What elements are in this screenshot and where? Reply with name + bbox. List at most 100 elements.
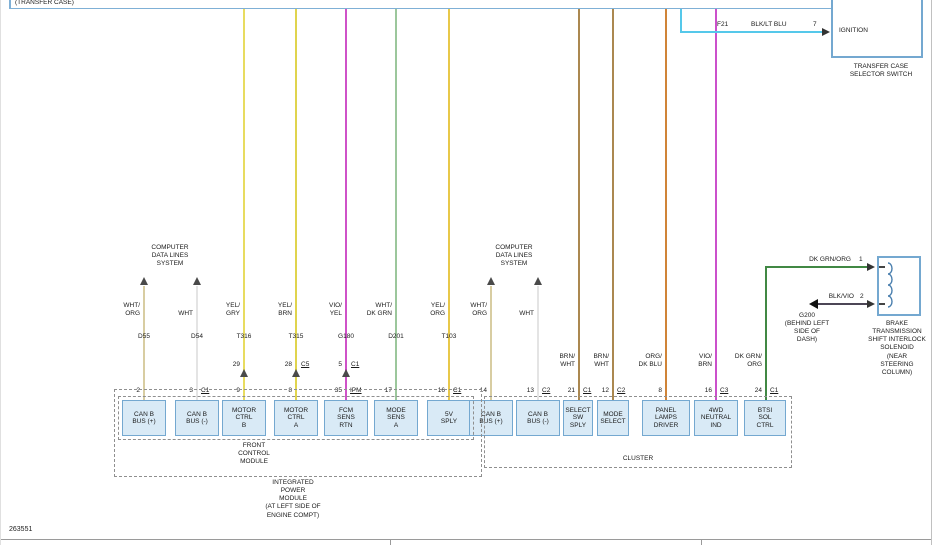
wire-color-label: WHT/ ORG — [123, 302, 140, 318]
transfer-case-box-edge — [9, 0, 11, 9]
wire-line-select-sw — [578, 9, 580, 400]
wire-line-canb-minus — [537, 286, 539, 400]
wire-color-label: YEL/ BRN — [277, 302, 292, 318]
computer-data-lines-label-left: COMPUTER DATA LINES SYSTEM — [151, 244, 189, 268]
connector-label: D201 — [388, 333, 404, 340]
connector-label: T103 — [441, 333, 457, 340]
cell-can-b-bus-minus: CAN B BUS (-) — [175, 400, 219, 436]
wire-color-label: WHT — [178, 310, 193, 317]
pin-label: 1 — [859, 256, 863, 263]
pin-label: 8 — [658, 387, 662, 394]
pin-label: 16 — [437, 387, 445, 394]
connector-label: T316 — [236, 333, 252, 340]
front-control-module-box — [118, 396, 474, 440]
pin-label: 5 — [338, 361, 342, 368]
cell-motor-ctrl-a: MOTOR CTRL A — [274, 400, 318, 436]
bottom-frame-line — [1, 539, 931, 540]
cell-fcm-sens-rtn: FCM SENS RTN — [324, 400, 368, 436]
cell-select-sw-sply: SELECT SW SPLY — [563, 400, 593, 436]
wire-color-label: WHT/ DK GRN — [366, 302, 392, 318]
integrated-power-module-label: INTEGRATED POWER MODULE (AT LEFT SIDE OF… — [265, 479, 321, 519]
wire-color-label: BRN/ WHT — [593, 353, 609, 369]
wire-line-btsi — [765, 267, 767, 400]
pin-label: 35 — [334, 387, 342, 394]
cell-can-b-bus-minus: CAN B BUS (-) — [516, 400, 560, 436]
transfer-case-label: (TRANSFER CASE) — [15, 0, 74, 6]
pin-label: 2 — [136, 387, 140, 394]
wire-line-4wd-neutral — [715, 9, 717, 400]
wire-line-mode-select — [612, 9, 614, 400]
cell-5v-sply: 5V SPLY — [427, 400, 471, 436]
wire-line-t103 — [448, 9, 450, 400]
pin-label: 17 — [384, 387, 392, 394]
ignition-label: IGNITION — [839, 27, 868, 34]
data-line-arrow-icon — [534, 277, 542, 285]
connector-id-label: C1 — [351, 361, 360, 368]
connector-label: D55 — [138, 333, 150, 340]
integrated-power-module-box — [114, 389, 482, 477]
computer-data-lines-label-right: COMPUTER DATA LINES SYSTEM — [495, 244, 533, 268]
wire-line-blk-vio — [818, 303, 868, 305]
wire-line-panel-lamps — [665, 9, 667, 400]
wire-color-label: DK GRN/ ORG — [734, 353, 762, 369]
bottom-frame-tick — [390, 539, 391, 545]
wire-color-label: BLK/VIO — [828, 293, 854, 300]
solenoid-coil-icon — [887, 262, 893, 308]
connector-id-label: C2 — [542, 387, 551, 394]
solenoid-stub — [879, 266, 885, 268]
cluster-label: CLUSTER — [622, 455, 654, 462]
transfer-case-box-bottom — [9, 8, 833, 9]
wire-entry-arrow-icon — [867, 300, 875, 308]
connector-label: D54 — [191, 333, 203, 340]
wire-color-label: VIO/ BRN — [698, 353, 712, 369]
wire-color-label: BRN/ WHT — [559, 353, 575, 369]
wire-color-label: YEL/ GRY — [225, 302, 240, 318]
wire-entry-arrow-icon — [867, 263, 875, 271]
front-control-module-label: FRONT CONTROL MODULE — [238, 442, 270, 466]
pin-label: 28 — [284, 361, 292, 368]
cell-mode-sens-a: MODE SENS A — [374, 400, 418, 436]
pin-label: 7 — [813, 21, 817, 28]
wire-color-label: WHT — [519, 310, 534, 317]
data-line-arrow-icon — [487, 277, 495, 285]
transfer-case-selector-switch-label: TRANSFER CASE SELECTOR SWITCH — [849, 63, 913, 79]
ground-caption: G200 (BEHIND LEFT SIDE OF DASH) — [784, 312, 830, 344]
sheet-number: 263551 — [9, 526, 33, 533]
wire-line-d55 — [143, 286, 145, 400]
pin-label: 29 — [232, 361, 240, 368]
connector-id-label: C3 — [720, 387, 729, 394]
cell-mode-select: MODE SELECT — [597, 400, 629, 436]
ignition-box — [831, 0, 923, 58]
wire-color-label: VIO/ YEL — [328, 302, 342, 318]
wire-entry-arrow-icon — [822, 28, 830, 36]
cell-btsi-sol-ctrl: BTSI SOL CTRL — [744, 400, 786, 436]
bottom-frame-tick — [701, 539, 702, 545]
pin-label: 21 — [567, 387, 575, 394]
inline-connector-arrow-icon — [292, 369, 300, 377]
inline-connector-arrow-icon — [240, 369, 248, 377]
wire-line-ignition-vert — [680, 9, 682, 32]
pin-label: 16 — [704, 387, 712, 394]
data-line-arrow-icon — [140, 277, 148, 285]
cell-motor-ctrl-b: MOTOR CTRL B — [222, 400, 266, 436]
wire-color-label: ORG/ DK BLU — [638, 353, 662, 369]
cell-can-b-bus-plus: CAN B BUS (+) — [122, 400, 166, 436]
connector-id-label: IPM — [350, 387, 362, 394]
wire-line-dk-grn-org — [765, 266, 868, 268]
wire-line-canb-plus — [490, 286, 492, 400]
connector-label: G180 — [338, 333, 354, 340]
wire-color-label: WHT/ ORG — [470, 302, 487, 318]
connector-label: T315 — [288, 333, 304, 340]
connector-id-label: C1 — [201, 387, 210, 394]
pin-label: 9 — [236, 387, 240, 394]
wire-color-label: YEL/ ORG — [430, 302, 445, 318]
wire-line-t316 — [243, 9, 245, 400]
wire-line-g180 — [345, 9, 347, 400]
pin-label: 24 — [754, 387, 762, 394]
pin-label: 2 — [860, 293, 864, 300]
pin-label: 14 — [479, 387, 487, 394]
solenoid-stub — [879, 303, 885, 305]
solenoid-caption: BRAKE TRANSMISSION SHIFT INTERLOCK SOLEN… — [868, 320, 926, 376]
cell-panel-lamps-driver: PANEL LAMPS DRIVER — [642, 400, 690, 436]
